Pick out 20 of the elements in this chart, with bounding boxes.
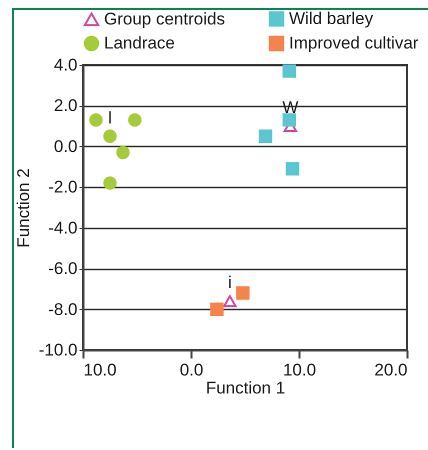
y-tick-label: 2.0 <box>54 96 78 116</box>
annotation: l <box>108 108 112 128</box>
legend-label: Wild barley <box>289 8 374 28</box>
y-tick-label: -10.0 <box>38 340 78 360</box>
legend-label: Improved cultivar <box>289 34 419 52</box>
y-tick-label: 4.0 <box>54 56 78 74</box>
legend-label: Group centroids <box>104 9 225 28</box>
y-tick-label: -6.0 <box>48 259 78 278</box>
x-axis-title: Function 1 <box>206 378 286 398</box>
x-tick-label: 0.0 <box>180 360 204 380</box>
legend-label: Landrace <box>104 34 175 52</box>
y-tick-label: -2.0 <box>48 178 78 197</box>
annotation: i <box>228 273 232 292</box>
y-tick-label: 0.0 <box>54 136 78 156</box>
x-tick-label: 10.0 <box>282 360 316 380</box>
y-axis-title: Function 2 <box>14 168 33 248</box>
y-tick-label: -4.0 <box>48 218 78 238</box>
y-tick-label: -8.0 <box>48 300 78 319</box>
x-tick-label: 20.0 <box>374 360 408 380</box>
x-tick-label: 10.0 <box>84 360 117 380</box>
